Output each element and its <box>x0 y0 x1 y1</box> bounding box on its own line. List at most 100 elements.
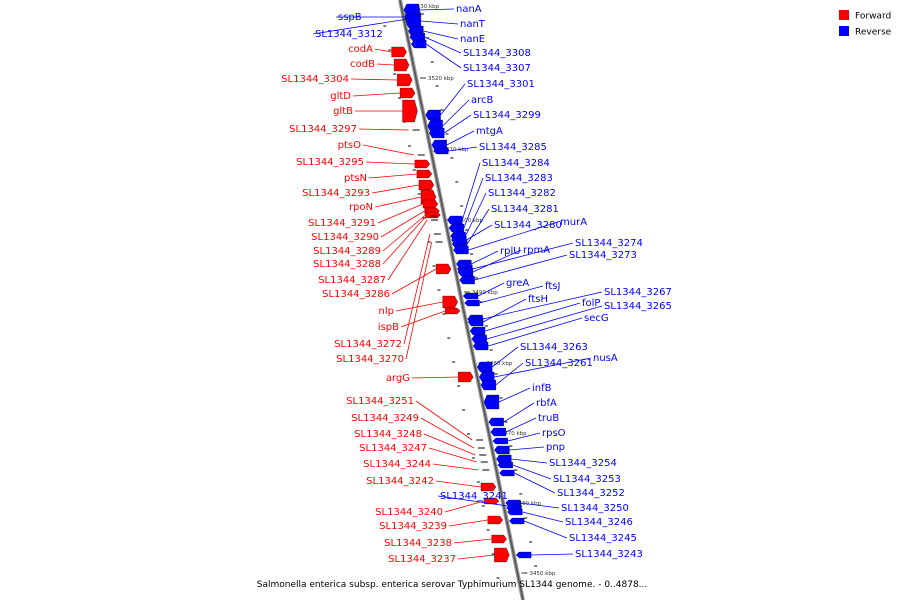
gene-glyph <box>508 517 525 525</box>
gene-label: argG <box>386 373 410 384</box>
gene-glyph <box>451 235 467 245</box>
tick-label: 3490 kbp <box>472 290 498 296</box>
gene-label: SL1344_3239 <box>379 521 447 532</box>
label-leader-line <box>479 285 544 304</box>
gene-glyph <box>414 159 430 169</box>
label-leader-line <box>444 500 485 513</box>
gene-label: mtgA <box>476 126 503 137</box>
gene-label: ftsH <box>528 294 548 305</box>
gene-label: SL1344_3265 <box>604 301 672 312</box>
gene-label: SL1344_3273 <box>569 250 637 261</box>
gene-label: pnp <box>546 442 565 453</box>
label-leader-line <box>423 433 476 456</box>
gene-glyph <box>444 307 461 315</box>
label-leader-line <box>350 78 398 81</box>
label-leader-line <box>474 254 568 281</box>
gene-glyph <box>435 263 452 275</box>
gene-label: SL1344_3299 <box>473 110 541 121</box>
gene-features <box>383 3 538 579</box>
gene-glyph <box>391 46 407 58</box>
gene-label: SL1344_3308 <box>463 48 531 59</box>
legend-swatch <box>839 10 849 20</box>
label-leader-line <box>374 48 392 53</box>
gene-label: nanA <box>456 4 482 15</box>
gene-label: SL1344_3281 <box>491 204 559 215</box>
gene-label: SL1344_3248 <box>354 429 422 440</box>
gene-glyph <box>409 32 425 42</box>
label-leader-line <box>435 480 482 488</box>
label-leader-line <box>503 402 535 423</box>
gene-label: truB <box>538 413 559 424</box>
gene-label: secG <box>584 313 609 324</box>
gene-label: SL1344_3249 <box>351 413 419 424</box>
label-leader-line <box>374 196 422 208</box>
label-leader-line <box>484 302 581 332</box>
gene-label: SL1344_3270 <box>336 354 404 365</box>
label-leader-line <box>471 250 499 265</box>
gene-label: SL1344_3237 <box>388 554 456 565</box>
gene-label: SL1344_3301 <box>467 79 535 90</box>
label-leader-line <box>505 417 537 433</box>
gene-label: SL1344_3272 <box>334 339 402 350</box>
label-leader-line <box>400 310 446 328</box>
gene-glyph <box>494 445 510 455</box>
gene-label: SL1344_3261 <box>525 358 593 369</box>
label-leader-line <box>524 520 568 539</box>
gene-label: infB <box>532 383 552 394</box>
gene-label: SL1344_3288 <box>313 259 381 270</box>
label-leader-lines <box>312 8 603 560</box>
gene-label: rplU <box>500 246 521 257</box>
label-leader-line <box>391 268 437 295</box>
gene-glyph <box>492 437 508 445</box>
label-leader-line <box>453 538 492 544</box>
label-leader-line <box>395 301 443 312</box>
label-leader-line <box>461 162 481 221</box>
gene-label: SL1344_3297 <box>289 124 357 135</box>
gene-label: ispB <box>378 322 399 333</box>
label-leader-line <box>405 241 433 360</box>
label-leader-line <box>418 8 455 11</box>
tick-label: 3450 kbp <box>529 571 555 577</box>
label-leader-line <box>472 249 522 273</box>
gene-label: SL1344_3291 <box>308 218 376 229</box>
gene-glyph <box>442 295 458 309</box>
gene-glyph <box>456 259 472 269</box>
gene-glyph <box>468 317 484 327</box>
gene-label: SL1344_3241 <box>440 491 508 502</box>
gene-glyph <box>425 211 441 219</box>
label-leader-line <box>466 224 493 241</box>
gene-glyph <box>411 39 427 49</box>
label-leader-line <box>368 173 417 179</box>
label-leader-line <box>358 128 409 131</box>
gene-glyph <box>458 371 474 383</box>
label-leader-line <box>377 203 424 224</box>
gene-label: SL1344_3312 <box>315 29 383 40</box>
label-leader-line <box>442 99 470 127</box>
gene-label: greA <box>506 278 529 289</box>
gene-glyph <box>515 551 532 559</box>
genome-axis <box>398 0 525 600</box>
gene-label: SL1344_3290 <box>311 232 379 243</box>
tick-label: 3480 kbp <box>486 361 512 367</box>
gene-label: SL1344_3295 <box>296 157 364 168</box>
gene-glyph <box>507 508 523 516</box>
label-leader-line <box>425 43 462 69</box>
gene-label: nlp <box>379 306 394 317</box>
label-leader-line <box>457 554 495 560</box>
gene-label: gltB <box>333 106 353 117</box>
gene-label: gltD <box>330 91 351 102</box>
label-leader-line <box>423 30 459 40</box>
gene-glyph <box>483 394 500 410</box>
gene-label: SL1344_3267 <box>604 287 672 298</box>
label-leader-line <box>428 447 477 463</box>
gene-glyph <box>418 179 435 191</box>
label-leader-line <box>380 210 425 238</box>
gene-label: folP <box>582 298 600 309</box>
gene-label: SL1344_3253 <box>553 474 621 485</box>
gene-label: rbfA <box>536 398 557 409</box>
label-leader-line <box>446 130 475 146</box>
gene-label: SL1344_3280 <box>494 220 562 231</box>
label-leader-line <box>468 221 559 251</box>
gene-glyph <box>464 299 480 307</box>
gene-glyph <box>462 292 479 300</box>
